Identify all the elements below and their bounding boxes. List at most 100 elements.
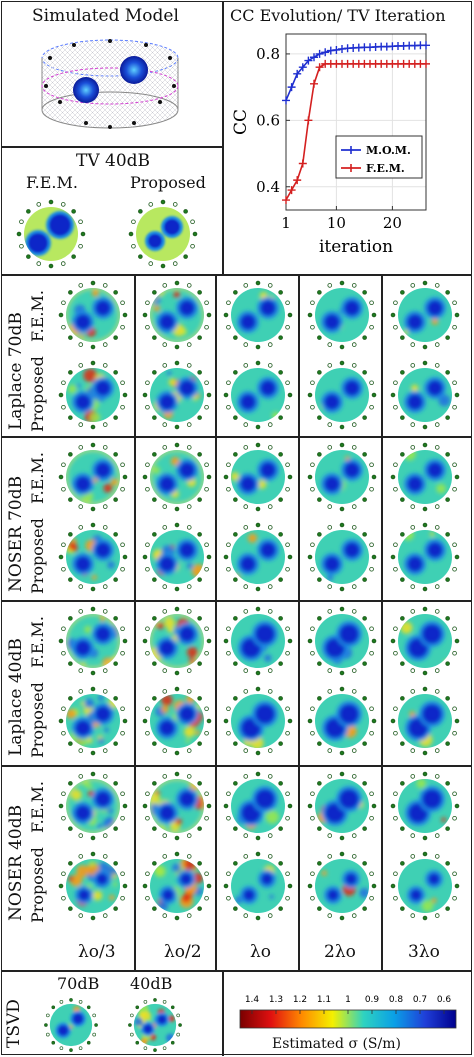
recon-disc-g2-r1-c3 [307,686,377,756]
recon-g2-r1-c1 [140,684,214,758]
cc-xtick-0: 1 [281,214,291,232]
recon-g0-r1-c2 [221,358,295,432]
column-label-1: λo/2 [164,942,202,962]
recon-disc-g1-r1-c4 [390,522,460,592]
group-label-2: Laplace 40dB [6,638,26,756]
recon-disc-g3-r1-c4 [390,851,460,921]
recon-g2-r0-c4 [388,604,462,678]
colorbar-tick-1: 1.3 [269,995,283,1005]
recon-disc-g0-r0-c3 [307,280,377,350]
colorbar-tick-0: 1.4 [245,995,260,1005]
cc-axes-box [285,33,427,211]
divider-top-left [1,146,222,148]
cc-series-0-point-6 [315,49,324,58]
sim-model-title: Simulated Model [32,6,179,26]
tv-panel-title: TV 40dB [76,151,151,171]
recon-disc-g1-r1-c1 [142,522,212,592]
recon-disc-g3-r1-c2 [223,851,293,921]
recon-g1-r1-c0 [56,520,130,594]
recon-disc-g1-r1-c2 [223,522,293,592]
recon-g1-r1-c1 [140,520,214,594]
recon-g0-r0-c0 [56,278,130,352]
colorbar-tick-7: 0.7 [413,995,427,1005]
recon-disc-g1-r0-c1 [142,442,212,512]
colorbar-tick-3: 1.1 [317,995,331,1005]
simulated-model-illustration [41,39,179,129]
colorbar: 1.4 1.3 1.2 1.1 1 0.9 0.8 0.7 0.6 [239,995,457,1029]
colorbar-tick-4: 1 [345,995,351,1005]
row-label-0-0: F.E.M. [28,290,47,342]
recon-disc-g2-r0-c2 [223,606,293,676]
row-label-1-0: F.E.M. [28,452,47,504]
recon-disc-g2-r1-c2 [223,686,293,756]
column-divider-0 [134,274,136,970]
cc-xtick-2: 20 [383,214,402,232]
divider-group-2 [1,436,472,438]
recon-g3-r1-c4 [388,849,462,923]
recon-g0-r0-c1 [140,278,214,352]
column-label-2: λo [250,942,272,962]
tv-prop-disc [128,199,198,269]
recon-g1-r0-c3 [305,440,379,514]
colorbar-tick-8: 0.6 [437,995,452,1005]
cc-series-0-point-5 [310,53,318,62]
recon-g2-r1-c2 [221,684,295,758]
recon-g0-r1-c1 [140,358,214,432]
group-label-3: NOSER 40dB [6,804,26,921]
tv-proposed-reconstruction [126,197,200,271]
tv-fem-disc [16,199,86,269]
recon-g3-r1-c0 [56,849,130,923]
recon-disc-g0-r1-c0 [58,360,128,430]
recon-g0-r0-c3 [305,278,379,352]
cc-series-1-point-25 [422,59,430,68]
cc-series-0-point-25 [422,41,430,50]
cc-series-0-point-3 [298,63,307,72]
row-label-0-1: Proposed [28,356,47,432]
recon-g0-r0-c2 [221,278,295,352]
inclusion-right [120,56,148,84]
divider-tsvd [222,970,224,1056]
row-label-3-1: Proposed [28,847,47,923]
recon-disc-g2-r0-c4 [390,606,460,676]
row-label-2-1: Proposed [28,682,47,758]
recon-disc-g0-r1-c4 [390,360,460,430]
recon-g3-r1-c1 [140,849,214,923]
recon-g2-r1-c3 [305,684,379,758]
divider-group-3 [1,600,472,602]
tsvd-label-40db: 40dB [130,974,173,993]
divider-bottom [1,970,472,972]
recon-disc-g2-r1-c4 [390,686,460,756]
recon-g2-r0-c3 [305,604,379,678]
cc-series-1-point-1 [287,186,296,195]
column-label-4: 3λo [408,942,440,962]
recon-disc-g0-r0-c4 [390,280,460,350]
tv-fem-reconstruction [14,197,88,271]
recon-disc-g0-r1-c1 [142,360,212,430]
cc-series-0-point-1 [287,83,296,92]
divider-top-vertical [222,1,224,275]
recon-g3-r0-c2 [221,769,295,843]
cc-series-1-point-5 [310,79,318,88]
colorbar-tick-6: 0.8 [389,995,404,1005]
recon-disc-g2-r0-c1 [142,606,212,676]
recon-g2-r1-c4 [388,684,462,758]
cc-series-0-point-4 [304,56,313,65]
tsvd-label: TSVD [4,999,24,1048]
recon-disc-g3-r0-c1 [142,771,212,841]
tsvd-40db-reconstruction [126,996,184,1054]
cc-ytick-2: 0.8 [256,45,280,63]
recon-disc-g2-r0-c0 [58,606,128,676]
cc-series-1-line [285,63,426,201]
column-label-3: 2λo [324,942,356,962]
divider-group-4 [1,765,472,767]
recon-disc-g1-r0-c0 [58,442,128,512]
cc-series-0-point-0 [282,96,290,105]
tv-label-proposed: Proposed [130,173,206,192]
cc-series-1-point-2 [293,176,302,185]
recon-g1-r1-c2 [221,520,295,594]
recon-disc-g2-r1-c0 [58,686,128,756]
recon-g2-r0-c2 [221,604,295,678]
recon-g0-r1-c4 [388,358,462,432]
cc-series-1-point-0 [282,196,290,205]
cc-chart-title: CC Evolution/ TV Iteration [230,6,446,25]
